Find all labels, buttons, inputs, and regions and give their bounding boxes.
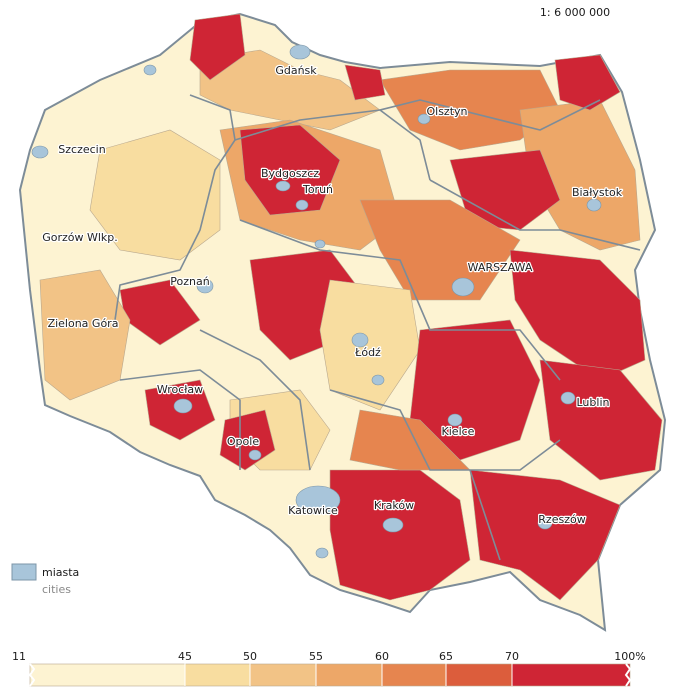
scale-segment	[29, 663, 186, 687]
city-label: Kielce	[442, 425, 475, 438]
city-label: Gorzów Wlkp.	[42, 231, 118, 244]
color-scale: 11 45 50 55 60 65 70 100%	[12, 650, 646, 687]
scale-segment	[249, 663, 317, 687]
city-label: Lublin	[577, 396, 610, 409]
city-label: Rzeszów	[538, 513, 585, 526]
city-labels: Gdańsk Olsztyn Szczecin Bydgoszcz Toruń Biały…	[41, 63, 624, 528]
scale-tick-label: 70	[505, 650, 519, 663]
city-label: WARSZAWA	[468, 261, 533, 274]
scale-tick-label: 100%	[614, 650, 645, 663]
city-label: Szczecin	[58, 143, 105, 156]
scale-segment	[184, 663, 251, 687]
city-label: Bydgoszcz	[261, 167, 319, 180]
city-label: Zielona Góra	[48, 317, 119, 330]
scale-tick-label: 55	[309, 650, 323, 663]
map-scale: 1: 6 000 000	[540, 6, 610, 19]
scale-segment	[315, 663, 383, 687]
city-label: Łódź	[354, 346, 381, 359]
scale-tick-label: 50	[243, 650, 257, 663]
city-label: Kraków	[374, 499, 414, 512]
legend-swatch	[11, 563, 37, 581]
city-label: Białystok	[572, 186, 623, 199]
city-label: Toruń	[302, 183, 333, 196]
city-label: Gdańsk	[275, 64, 317, 77]
scale-break	[28, 663, 36, 687]
scale-tick-label: 65	[439, 650, 453, 663]
city-areas	[31, 44, 602, 559]
regions	[39, 13, 663, 601]
scale-tick-label: 60	[375, 650, 389, 663]
scale-segment	[445, 663, 513, 687]
city-label: Olsztyn	[426, 105, 467, 118]
city-label: Katowice	[288, 504, 338, 517]
city-label: Opole	[227, 435, 259, 448]
scale-tick-label: 11	[12, 650, 26, 663]
borders	[114, 94, 641, 561]
city-label: Wrocław	[157, 383, 203, 396]
legend-sublabel: cities	[42, 583, 71, 596]
scale-segment	[381, 663, 447, 687]
scale-break	[624, 663, 632, 687]
city-label: Poznań	[170, 275, 209, 288]
legend-label: miasta	[42, 566, 79, 579]
scale-tick-label: 45	[178, 650, 192, 663]
scale-segment	[511, 663, 631, 687]
